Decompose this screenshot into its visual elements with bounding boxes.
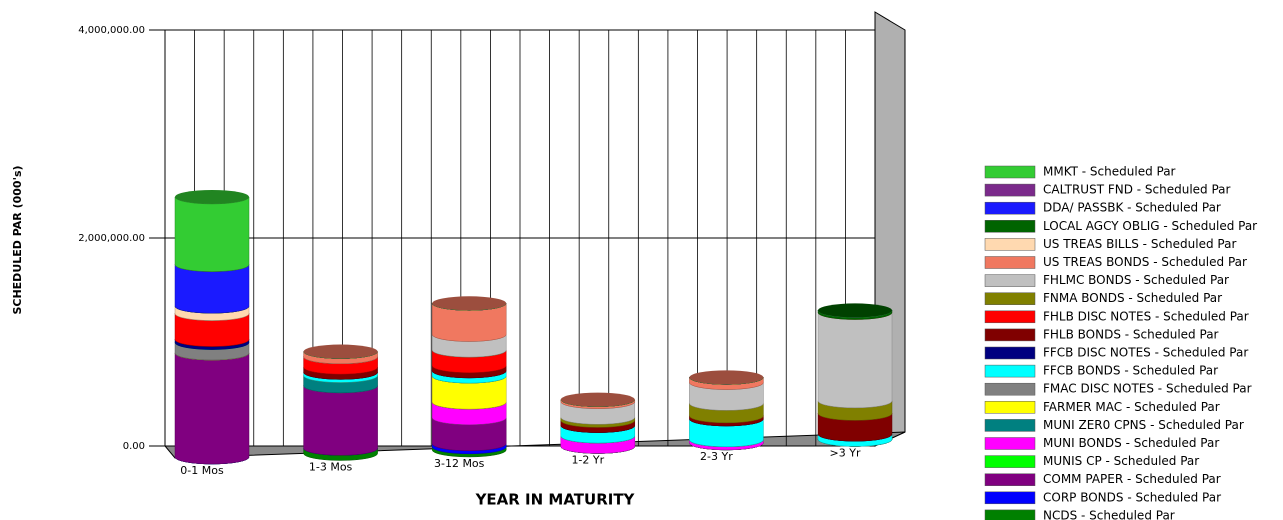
bar-segment [174,196,250,272]
x-tick-label: >3 Yr [830,446,861,459]
bar-segment [174,264,250,314]
legend-text: CORP BONDS - Scheduled Par [1043,490,1221,504]
bar-segment [817,312,893,409]
y-axis-title: SCHEDULED PAR (000's) [11,165,24,314]
legend-text: COMM PAPER - Scheduled Par [1043,472,1221,486]
legend-swatch [984,346,1036,360]
x-tick-label: 1-2 Yr [571,453,604,466]
legend-swatch [984,165,1036,179]
legend-text: MMKT - Scheduled Par [1043,165,1176,179]
legend-swatch [984,437,1036,450]
legend-text: FHLB DISC NOTES - Scheduled Par [1043,309,1249,323]
bar-segment [303,385,378,456]
legend-swatch [984,491,1036,505]
legend-swatch [984,220,1036,233]
y-tick-label: 4,000,000.00 [78,25,145,36]
cylinder-cap [432,296,507,311]
x-tick-label: 3-12 Mos [434,457,485,470]
x-axis-title: YEAR IN MATURITY [475,491,636,509]
legend-text: NCDS - Scheduled Par [1043,508,1175,520]
legend-text: MUNI BONDS - Scheduled Par [1043,436,1219,450]
legend-swatch [984,364,1036,378]
legend-swatch [984,183,1036,197]
legend-text: MUNI ZER0 CPNS - Scheduled Par [1043,418,1244,432]
legend-swatch [984,256,1036,269]
legend-swatch [984,509,1036,520]
y-tick-label: 0.00 [123,441,145,452]
legend-swatch [984,274,1036,287]
legend-swatch [984,310,1036,324]
legend-swatch [984,201,1036,215]
legend-text: LOCAL AGCY OBLIG - Scheduled Par [1043,219,1257,233]
legend-text: FNMA BONDS - Scheduled Par [1043,291,1222,305]
legend-text: FARMER MAC - Scheduled Par [1043,400,1220,414]
cylinder-cap [303,344,378,359]
legend-swatch [984,473,1036,486]
legend-text: FHLMC BONDS - Scheduled Par [1043,273,1229,287]
legend-swatch [984,419,1036,432]
legend-swatch [984,455,1036,468]
legend-swatch [984,401,1036,414]
legend-text: FMAC DISC NOTES - Scheduled Par [1043,382,1252,396]
legend-swatch [984,238,1036,251]
legend-text: FFCB BONDS - Scheduled Par [1043,364,1218,378]
bar-segment [174,352,250,465]
legend-swatch [984,328,1036,342]
legend-text: US TREAS BONDS - Scheduled Par [1043,255,1247,269]
x-tick-label: 2-3 Yr [700,450,733,463]
legend-swatch [984,382,1036,396]
legend-text: MUNIS CP - Scheduled Par [1043,454,1199,468]
x-tick-label: 1-3 Mos [309,460,353,473]
legend-text: CALTRUST FND - Scheduled Par [1043,183,1231,197]
legend-text: FHLB BONDS - Scheduled Par [1043,327,1219,341]
y-tick-label: 2,000,000.00 [78,233,145,244]
cylinder-cap [818,303,892,318]
legend-text: DDA/ PASSBK - Scheduled Par [1043,201,1221,215]
cylinder-cap [175,189,249,204]
x-tick-label: 0-1 Mos [180,464,224,477]
cylinder-cap [560,392,635,407]
legend-swatch [984,292,1036,305]
legend-text: US TREAS BILLS - Scheduled Par [1043,237,1236,251]
cylinder-cap [689,370,764,385]
legend-text: FFCB DISC NOTES - Scheduled Par [1043,346,1248,360]
